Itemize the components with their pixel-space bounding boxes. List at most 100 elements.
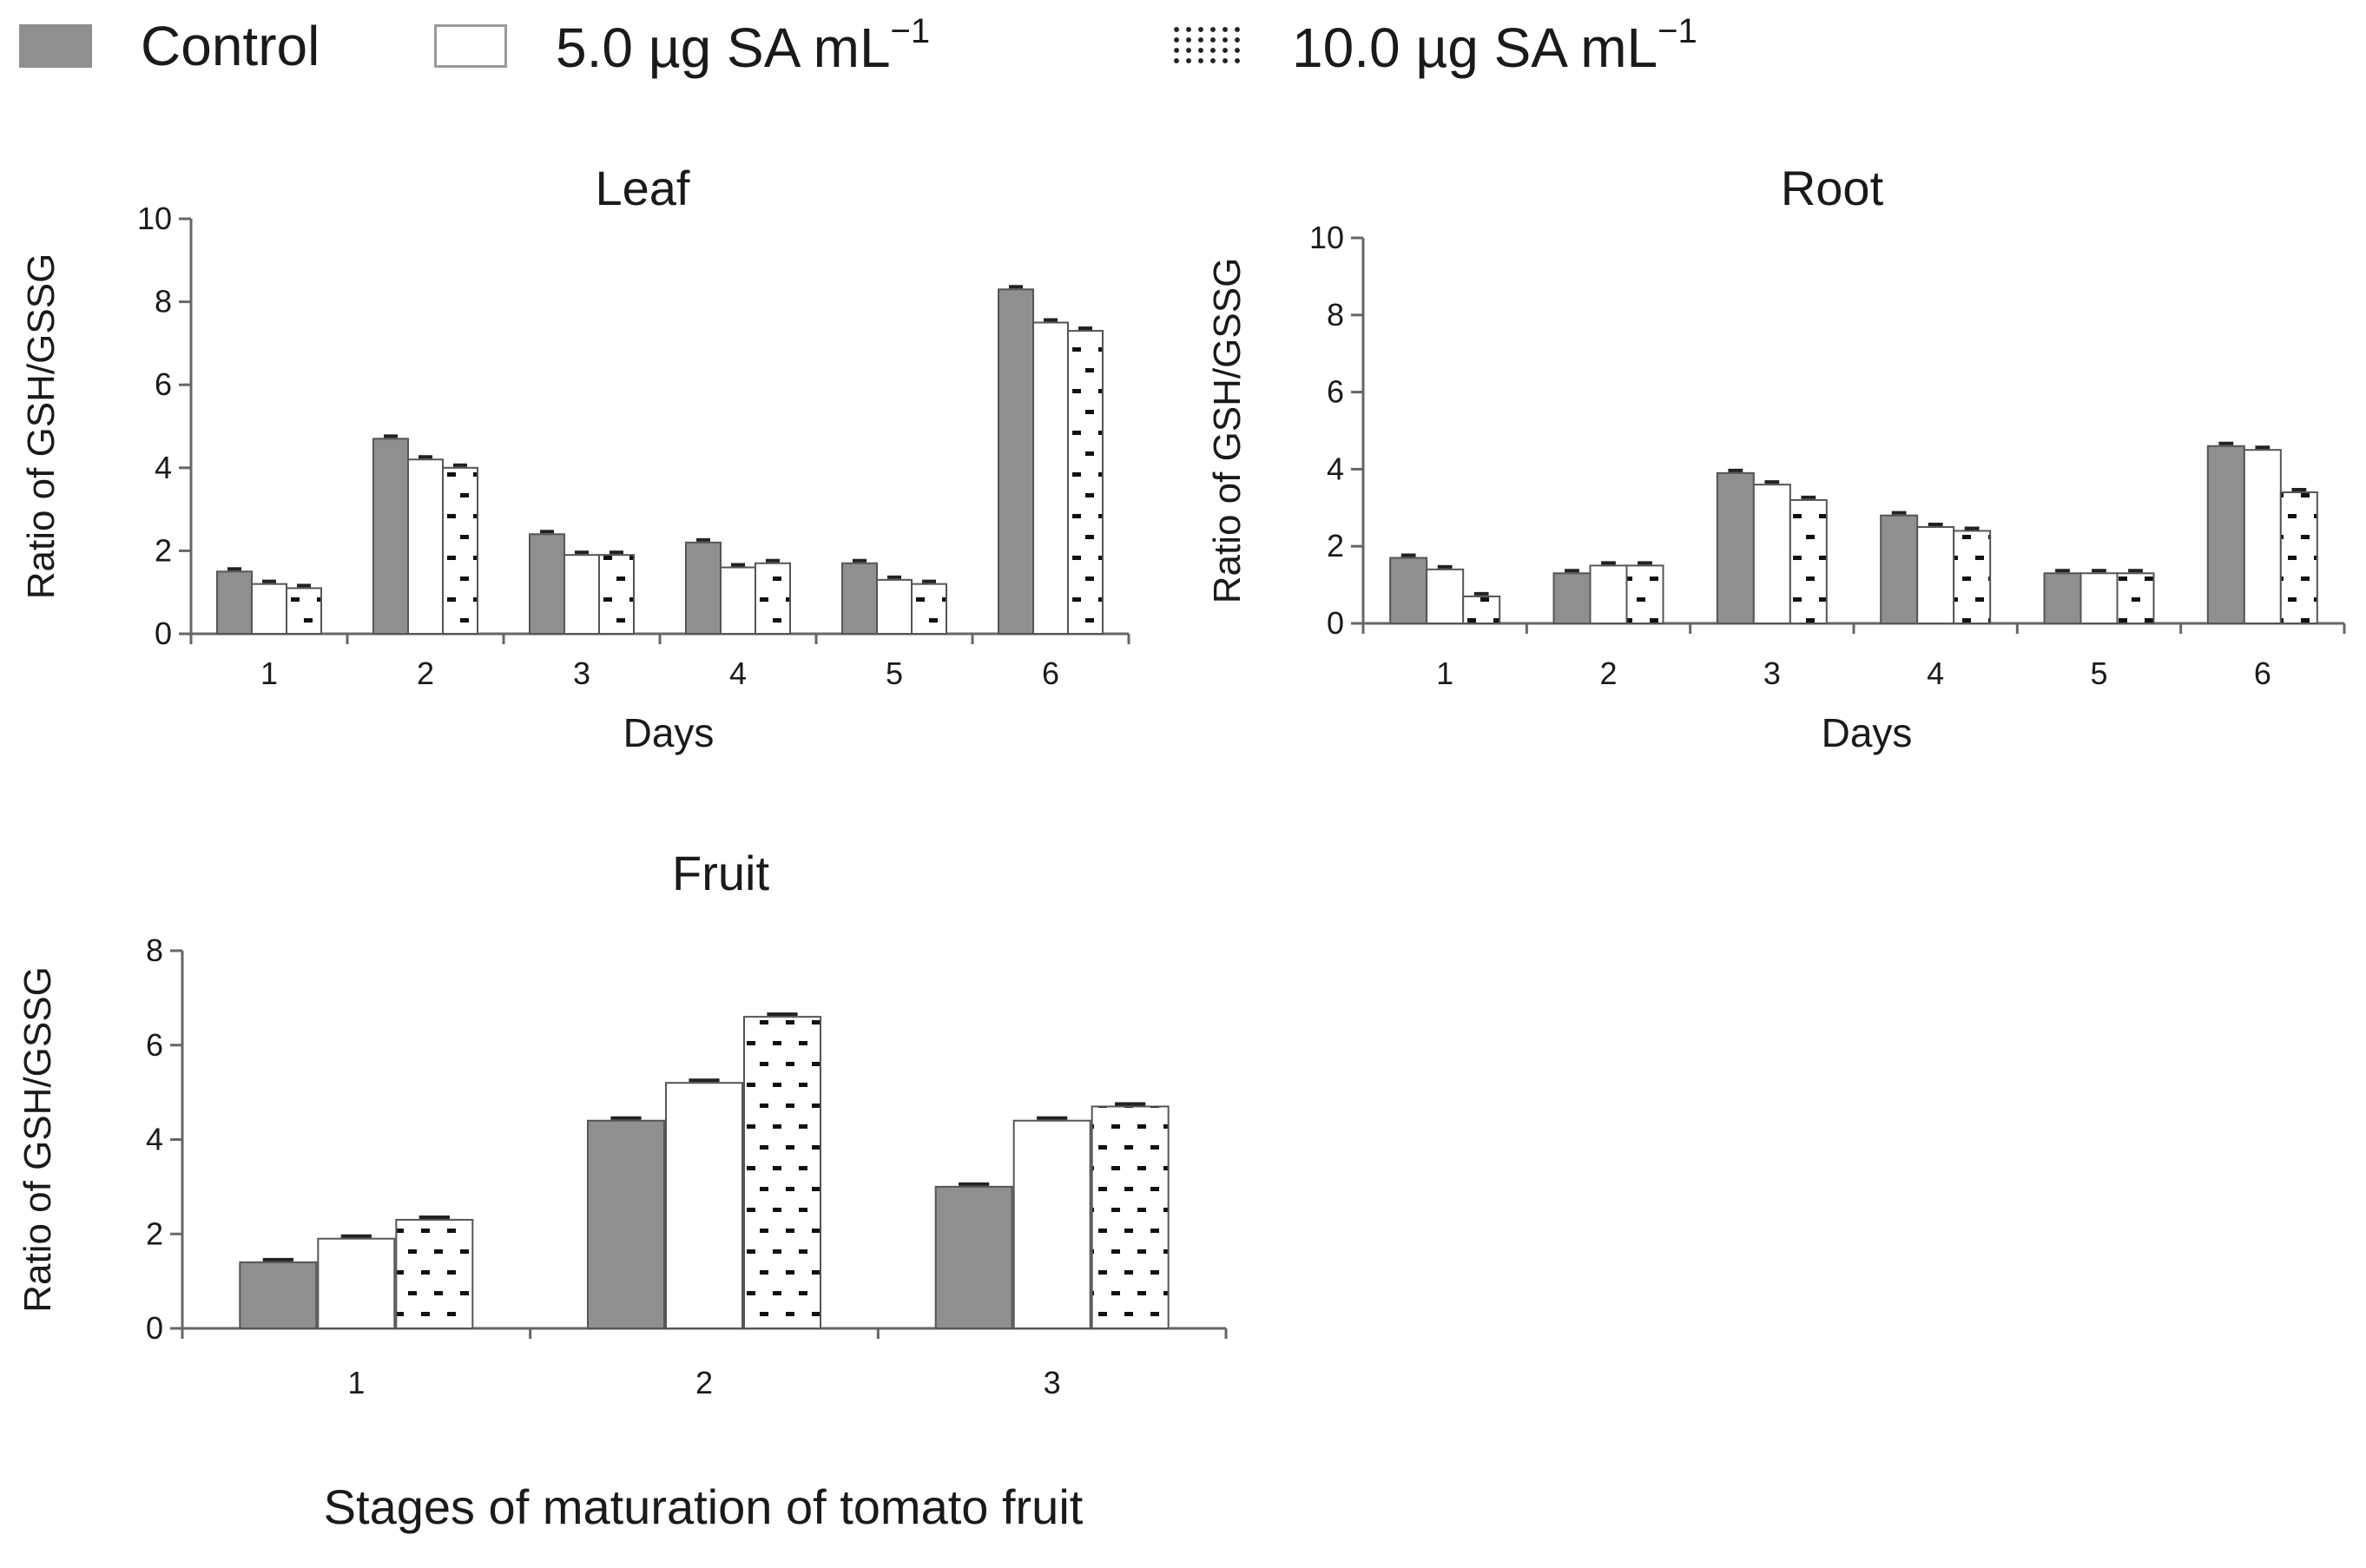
- root-y-tick-label: 0: [1327, 605, 1344, 641]
- leaf-bar-sa10-4: [755, 562, 791, 635]
- root-x-tick-label: 3: [1763, 656, 1781, 691]
- leaf-bar-control-4: [685, 541, 722, 635]
- root-bar-sa10-6: [2279, 491, 2318, 625]
- leaf-bar-sa10-5: [911, 583, 947, 636]
- root-bar-control-3: [1716, 471, 1755, 624]
- legend-swatch-control: [19, 24, 92, 68]
- fruit-y-tick-label: 0: [146, 1310, 163, 1346]
- fruit-y-tick-label: 6: [146, 1027, 163, 1063]
- root-x-tick-label: 5: [2090, 656, 2107, 691]
- leaf-x-tick-label: 5: [886, 656, 903, 691]
- legend-swatch-sa10: [1170, 24, 1243, 68]
- legend-unit-sa5: −1: [890, 12, 931, 50]
- leaf-x-tick-label: 3: [573, 656, 590, 691]
- root-bar-sa5-2: [1589, 564, 1628, 624]
- leaf-y-tick-label: 0: [155, 616, 172, 651]
- root-y-tick-label: 8: [1327, 297, 1344, 333]
- fruit-x-tick-label: 1: [347, 1365, 365, 1400]
- leaf-bar-control-3: [529, 533, 565, 635]
- leaf-title: Leaf: [596, 161, 690, 215]
- root-bar-sa5-4: [1916, 526, 1955, 624]
- leaf-y-tick-label: 4: [155, 450, 172, 485]
- root-bar-control-4: [1880, 514, 1919, 624]
- root-y-tick-label: 4: [1327, 451, 1344, 486]
- leaf-bar-sa10-6: [1067, 330, 1104, 635]
- leaf-y-tick-label: 6: [155, 366, 172, 402]
- leaf-x-tick-label: 6: [1042, 656, 1059, 691]
- root-bar-sa5-6: [2243, 449, 2282, 625]
- fruit-x-axis-label: Stages of maturation of tomato fruit: [324, 1479, 1084, 1534]
- leaf-x-tick-label: 4: [729, 656, 747, 691]
- fruit-y-tick-label: 8: [146, 932, 163, 968]
- fruit-bar-control-1: [239, 1261, 318, 1329]
- fruit-bar-sa10-2: [743, 1016, 821, 1329]
- fruit-y-axis-label: Ratio of GSH/GSSG: [16, 966, 59, 1313]
- leaf-bar-control-2: [372, 438, 409, 635]
- leaf-bar-sa10-1: [286, 587, 322, 636]
- leaf-bar-sa5-5: [876, 578, 913, 635]
- legend-item-sa5: 5.0 µg SA mL−1: [434, 12, 930, 79]
- fruit-x-tick-label: 2: [695, 1365, 713, 1400]
- root-bar-control-5: [2043, 572, 2082, 624]
- leaf-bar-control-6: [998, 288, 1034, 635]
- root-y-tick-label: 6: [1327, 374, 1344, 410]
- leaf-bar-control-5: [841, 562, 878, 635]
- root-x-tick-label: 4: [1927, 656, 1944, 691]
- root-x-tick-label: 1: [1436, 656, 1453, 691]
- root-bar-sa10-5: [2116, 572, 2155, 624]
- legend-label-sa10: 10.0 µg SA mL−1: [1292, 12, 1697, 79]
- fruit-bar-sa10-3: [1091, 1105, 1170, 1329]
- legend-unit-sa10: −1: [1658, 12, 1697, 50]
- legend-label-control: Control: [141, 15, 320, 77]
- root-bar-sa10-4: [1953, 530, 1992, 624]
- root-bar-sa5-5: [2079, 572, 2119, 624]
- root-bar-control-2: [1552, 572, 1592, 624]
- leaf-bar-sa5-3: [563, 554, 600, 635]
- legend-label-sa5: 5.0 µg SA mL−1: [556, 12, 931, 79]
- legend-item-control: Control: [19, 15, 320, 77]
- fruit-bar-sa5-1: [317, 1237, 396, 1329]
- root-y-tick-label: 2: [1327, 528, 1344, 563]
- fruit-y-tick-label: 4: [146, 1122, 163, 1157]
- fruit-bar-sa5-3: [1012, 1119, 1091, 1329]
- leaf-y-axis-label: Ratio of GSH/GSSG: [20, 254, 63, 600]
- leaf-y-tick-label: 8: [155, 284, 172, 320]
- legend-item-sa10: 10.0 µg SA mL−1: [1170, 12, 1697, 79]
- root-bar-control-1: [1389, 557, 1428, 624]
- root-bar-sa10-1: [1462, 595, 1501, 625]
- fruit-bar-sa5-2: [665, 1082, 743, 1329]
- fruit-title: Fruit: [672, 846, 769, 900]
- legend-swatch-sa5: [434, 24, 507, 68]
- leaf-x-tick-label: 2: [417, 656, 434, 691]
- root-title: Root: [1781, 161, 1884, 215]
- leaf-bar-sa5-1: [251, 583, 287, 636]
- root-x-tick-label: 6: [2254, 656, 2271, 691]
- root-bar-control-6: [2206, 445, 2245, 625]
- legend: Control 5.0 µg SA mL−1 10.0 µg SA mL−1: [0, 0, 2366, 96]
- leaf-bar-sa10-3: [598, 554, 635, 635]
- root-y-axis-label: Ratio of GSH/GSSG: [1206, 258, 1249, 604]
- leaf-y-tick-label: 2: [155, 532, 172, 568]
- leaf-bar-sa5-4: [720, 566, 756, 635]
- fruit-chart: Fruit Ratio of GSH/GSSG 0 2 4 6 8 1 2 3 Stages of …: [16, 846, 1228, 1534]
- root-bar-sa5-3: [1752, 484, 1791, 624]
- leaf-bar-control-1: [216, 570, 253, 635]
- root-x-axis-label: Days: [1822, 710, 1913, 755]
- leaf-bar-sa5-2: [407, 458, 444, 635]
- fruit-bar-control-3: [934, 1185, 1013, 1329]
- fruit-bar-sa10-1: [395, 1218, 474, 1329]
- leaf-bar-sa5-6: [1032, 321, 1069, 635]
- root-y-tick-label: 10: [1309, 220, 1344, 255]
- root-bar-sa10-2: [1625, 564, 1664, 624]
- leaf-bar-sa10-2: [442, 466, 478, 635]
- root-x-tick-label: 2: [1599, 656, 1617, 691]
- leaf-x-tick-label: 1: [260, 656, 278, 691]
- root-bar-sa10-3: [1789, 498, 1828, 625]
- fruit-bar-control-2: [587, 1119, 665, 1329]
- fruit-y-tick-label: 2: [146, 1216, 163, 1251]
- root-bar-sa5-1: [1426, 568, 1465, 624]
- leaf-y-tick-label: 10: [137, 201, 172, 236]
- fruit-x-tick-label: 3: [1044, 1365, 1061, 1400]
